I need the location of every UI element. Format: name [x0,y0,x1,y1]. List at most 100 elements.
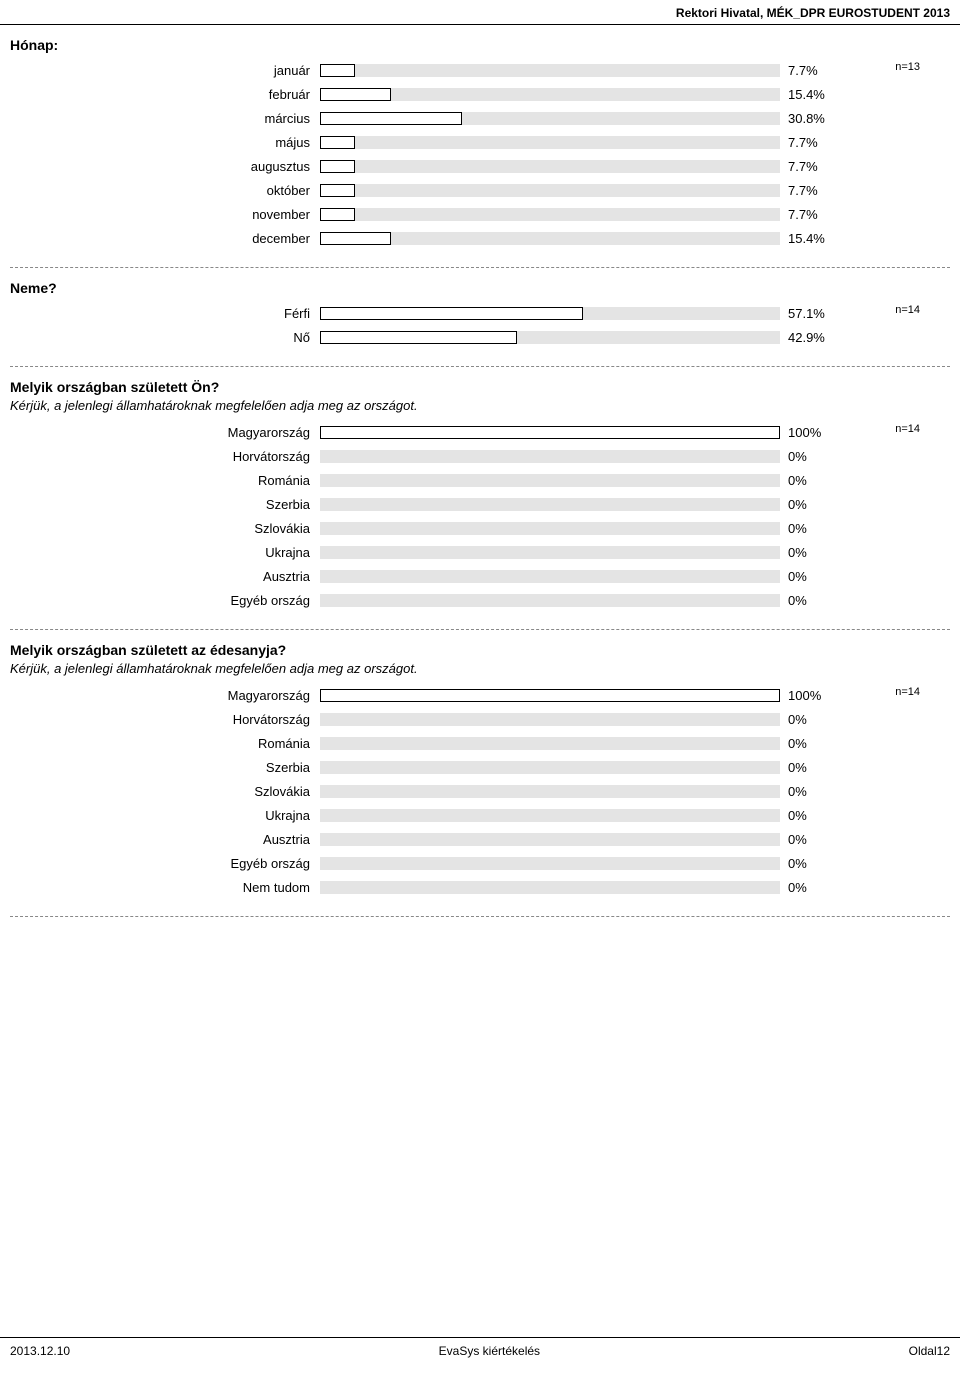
bar-label: augusztus [10,159,320,174]
bar-label: március [10,111,320,126]
bar-fill [320,426,780,439]
bar-label: Ausztria [10,569,320,584]
bar-fill [320,689,780,702]
bar-value: 0% [780,856,840,871]
bar-value: 0% [780,497,840,512]
bar-value: 57.1% [780,306,840,321]
bar-fill [320,64,355,77]
bar-value: 100% [780,688,840,703]
bar-label: Szerbia [10,497,320,512]
bar-value: 0% [780,593,840,608]
bar-label: Ukrajna [10,808,320,823]
bar-label: Ukrajna [10,545,320,560]
bar-value: 0% [780,545,840,560]
question-subtitle: Kérjük, a jelenlegi államhatároknak megf… [10,661,950,676]
bar-row: Szerbia 0% [10,758,950,776]
bar-row: Nő42.9% [10,328,950,346]
bar-row: Férfi57.1% [10,304,950,322]
question-section: Melyik országban született Ön?Kérjük, a … [0,367,960,629]
bar-value: 7.7% [780,159,840,174]
bar-track [320,857,780,870]
bar-row: november 7.7% [10,205,950,223]
bar-track [320,713,780,726]
bar-value: 0% [780,736,840,751]
bar-row: Horvátország 0% [10,447,950,465]
bar-fill [320,136,355,149]
bar-track [320,809,780,822]
bar-row: február15.4% [10,85,950,103]
bar-track [320,160,780,173]
bar-track [320,232,780,245]
bar-track [320,833,780,846]
section-divider [10,916,950,917]
bar-track [320,689,780,702]
chart-area: n=13január7.7%február15.4%március30.8%má… [10,61,950,247]
bar-row: Románia 0% [10,471,950,489]
bar-value: 0% [780,760,840,775]
bar-track [320,184,780,197]
bar-track [320,761,780,774]
bar-track [320,498,780,511]
bar-value: 7.7% [780,135,840,150]
bar-fill [320,184,355,197]
bar-label: Egyéb ország [10,856,320,871]
question-title: Melyik országban született Ön? [10,379,950,395]
bar-track [320,570,780,583]
sample-size-label: n=14 [895,686,920,698]
bar-value: 7.7% [780,207,840,222]
bar-value: 0% [780,880,840,895]
bar-row: Magyarország 100% [10,686,950,704]
bar-row: Szlovákia0% [10,782,950,800]
bar-value: 7.7% [780,63,840,78]
bar-row: január7.7% [10,61,950,79]
question-section: Neme? n=14Férfi57.1% Nő42.9% [0,268,960,366]
bar-row: Szerbia 0% [10,495,950,513]
bar-fill [320,307,583,320]
bar-value: 0% [780,473,840,488]
bar-track [320,881,780,894]
bar-value: 7.7% [780,183,840,198]
bar-row: Ukrajna 0% [10,543,950,561]
page-footer: 2013.12.10 EvaSys kiértékelés Oldal12 [0,1337,960,1364]
bar-track [320,88,780,101]
bar-row: december15.4% [10,229,950,247]
bar-fill [320,112,462,125]
bar-value: 0% [780,449,840,464]
footer-left: 2013.12.10 [10,1344,70,1358]
bar-track [320,546,780,559]
bar-track [320,208,780,221]
bar-label: Szerbia [10,760,320,775]
question-title: Melyik országban született az édesanyja? [10,642,950,658]
bar-value: 100% [780,425,840,440]
bar-fill [320,232,391,245]
bar-track [320,474,780,487]
bar-value: 0% [780,712,840,727]
sections-container: Hónap:n=13január7.7%február15.4%március3… [0,25,960,917]
bar-row: Ukrajna 0% [10,806,950,824]
bar-track [320,450,780,463]
question-title: Neme? [10,280,950,296]
bar-label: Nő [10,330,320,345]
sample-size-label: n=14 [895,423,920,435]
bar-fill [320,88,391,101]
bar-label: Nem tudom [10,880,320,895]
bar-track [320,426,780,439]
chart-area: n=14Magyarország100%Horvátország0%Románi… [10,686,950,896]
bar-track [320,594,780,607]
bar-row: Egyéb ország 0% [10,854,950,872]
bar-value: 0% [780,808,840,823]
bar-row: Románia 0% [10,734,950,752]
bar-label: Románia [10,736,320,751]
bar-label: Horvátország [10,449,320,464]
bar-value: 0% [780,521,840,536]
bar-row: augusztus 7.7% [10,157,950,175]
chart-area: n=14Magyarország100%Horvátország0%Románi… [10,423,950,609]
bar-label: november [10,207,320,222]
sample-size-label: n=14 [895,304,920,316]
bar-label: Magyarország [10,425,320,440]
bar-label: május [10,135,320,150]
bar-label: Románia [10,473,320,488]
bar-label: Szlovákia [10,784,320,799]
chart-area: n=14Férfi57.1% Nő42.9% [10,304,950,346]
bar-label: Magyarország [10,688,320,703]
